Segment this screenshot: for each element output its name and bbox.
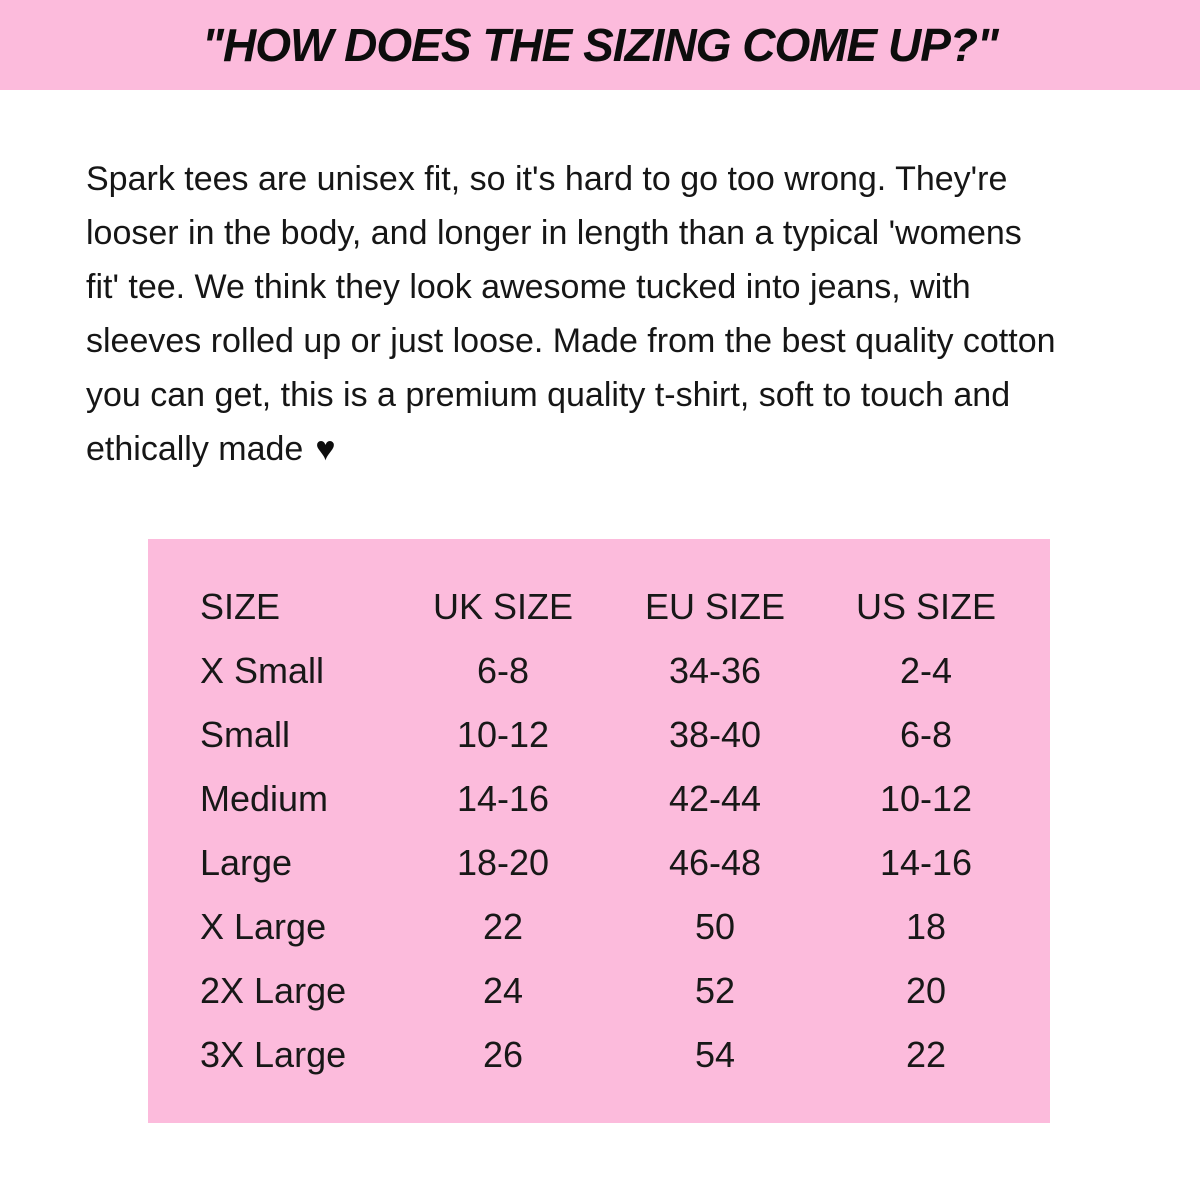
table-cell: 14-16 [879, 842, 973, 883]
table-cell: 52 [694, 970, 736, 1011]
table-row-large: Large 18-20 46-48 14-16 [148, 831, 1050, 895]
table-cell: 6-8 [476, 650, 530, 691]
table-row-x-small: X Small 6-8 34-36 2-4 [148, 639, 1050, 703]
intro-line-4: sleeves rolled up or just loose. Made fr… [86, 322, 1056, 360]
size-table: SIZE UK SIZE EU SIZE US SIZE X Small 6-8… [148, 539, 1050, 1123]
table-cell: 24 [482, 970, 524, 1011]
table-cell: 54 [694, 1034, 736, 1075]
table-cell: 2X Large [200, 970, 347, 1011]
table-cell: X Small [200, 650, 325, 691]
column-header-us-size: US SIZE [855, 586, 997, 627]
table-cell: 20 [905, 970, 947, 1011]
table-cell: 22 [905, 1034, 947, 1075]
table-cell: 10-12 [456, 714, 550, 755]
table-cell: 3X Large [200, 1034, 347, 1075]
table-cell: 14-16 [456, 778, 550, 819]
table-cell: X Large [200, 906, 327, 947]
table-row-medium: Medium 14-16 42-44 10-12 [148, 767, 1050, 831]
table-cell: 18-20 [456, 842, 550, 883]
page-title: "HOW DOES THE SIZING COME UP?" [202, 19, 999, 71]
table-cell: 34-36 [668, 650, 762, 691]
column-header-uk-size: UK SIZE [432, 586, 574, 627]
intro-paragraph: Spark tees are unisex fit, so it's hard … [86, 152, 1126, 476]
heart-icon: ♥ [315, 430, 336, 468]
table-cell: 42-44 [668, 778, 762, 819]
table-cell: 46-48 [668, 842, 762, 883]
column-header-eu-size: EU SIZE [644, 586, 786, 627]
table-row-3x-large: 3X Large 26 54 22 [148, 1023, 1050, 1087]
intro-line-6: ethically made ♥ [86, 422, 1126, 476]
intro-line-5: you can get, this is a premium quality t… [86, 376, 1011, 414]
table-cell: Large [200, 842, 293, 883]
intro-line-1: Spark tees are unisex fit, so it's hard … [86, 160, 1008, 198]
table-cell: 18 [905, 906, 947, 947]
table-cell: 10-12 [879, 778, 973, 819]
table-row-small: Small 10-12 38-40 6-8 [148, 703, 1050, 767]
table-cell: 22 [482, 906, 524, 947]
table-cell: 38-40 [668, 714, 762, 755]
intro-line-2: looser in the body, and longer in length… [86, 214, 1022, 252]
table-header-row: SIZE UK SIZE EU SIZE US SIZE [148, 575, 1050, 639]
table-row-x-large: X Large 22 50 18 [148, 895, 1050, 959]
table-cell: 26 [482, 1034, 524, 1075]
header-banner: "HOW DOES THE SIZING COME UP?" [0, 0, 1200, 90]
table-cell: Medium [200, 778, 329, 819]
intro-line-3: fit' tee. We think they look awesome tuc… [86, 268, 971, 306]
table-cell: 6-8 [899, 714, 953, 755]
table-cell: Small [200, 714, 291, 755]
column-header-size: SIZE [200, 586, 281, 627]
intro-line-6-text: ethically made [86, 430, 304, 468]
table-cell: 50 [694, 906, 736, 947]
table-cell: 2-4 [899, 650, 953, 691]
table-row-2x-large: 2X Large 24 52 20 [148, 959, 1050, 1023]
